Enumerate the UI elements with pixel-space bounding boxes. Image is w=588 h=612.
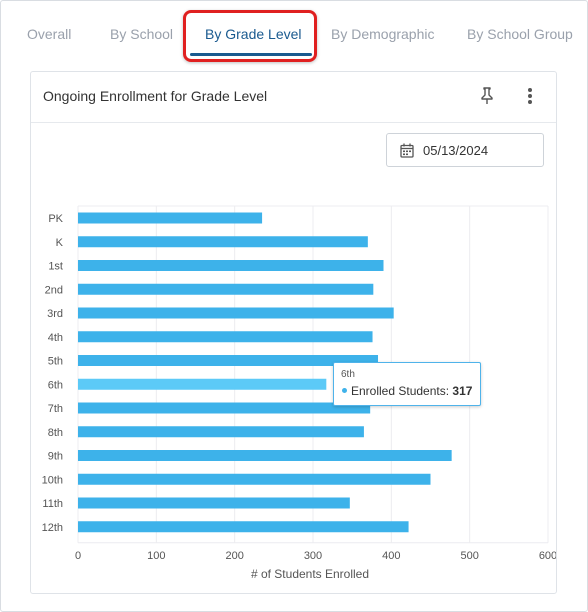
bar-11th: [78, 497, 350, 509]
category-label: 1st: [48, 261, 63, 273]
category-label: 6th: [48, 379, 63, 391]
tab-bar: Overall By School By Grade Level By Demo…: [0, 0, 588, 62]
tab-by-grade-level[interactable]: By Grade Level: [205, 26, 302, 42]
annotation-highlight-box: [183, 10, 317, 62]
x-tick-label: 200: [225, 550, 243, 562]
active-tab-indicator: [190, 53, 312, 56]
bar-2nd: [78, 283, 374, 295]
bar-3rd: [78, 307, 394, 319]
category-label: 4th: [48, 332, 63, 344]
x-tick-label: 0: [75, 550, 81, 562]
category-label: 11th: [42, 498, 63, 510]
category-label: 9th: [48, 451, 63, 463]
bar-k: [78, 236, 368, 248]
bar-6th: [78, 378, 327, 390]
chart-tooltip: 6th Enrolled Students: 317: [333, 362, 481, 406]
bar-4th: [78, 331, 373, 343]
bar-pk: [78, 212, 263, 224]
tooltip-series: Enrolled Students: 317: [351, 384, 472, 398]
enrollment-card: Ongoing Enrollment for Grade Level: [30, 71, 557, 594]
date-picker-field[interactable]: 05/13/2024: [386, 133, 544, 167]
card-title: Ongoing Enrollment for Grade Level: [43, 88, 268, 104]
tab-by-demographic[interactable]: By Demographic: [331, 26, 435, 42]
category-label: 12th: [42, 522, 63, 534]
date-value: 05/13/2024: [423, 143, 489, 158]
category-label: 10th: [42, 474, 63, 486]
tooltip-series-label: Enrolled Students:: [351, 384, 450, 398]
pin-icon[interactable]: [478, 86, 496, 106]
bar-8th: [78, 426, 364, 438]
card-header: Ongoing Enrollment for Grade Level: [31, 72, 556, 123]
tab-overall[interactable]: Overall: [27, 26, 72, 42]
tooltip-value: 317: [452, 384, 473, 398]
category-label: 8th: [48, 427, 63, 439]
more-vertical-icon[interactable]: [525, 86, 535, 106]
bar-5th: [78, 355, 379, 366]
tab-by-school[interactable]: By School: [110, 26, 174, 42]
bar-9th: [78, 450, 452, 461]
category-label: PK: [48, 213, 63, 225]
tooltip-category: 6th: [341, 369, 355, 380]
bar-1st: [78, 260, 384, 271]
enrollment-bar-chart: PK K 1st 2nd 3rd 4th 5th 6th 7th 8th 9th 10th 11th 12…: [42, 205, 556, 581]
calendar-icon: [400, 143, 414, 158]
category-label: 7th: [48, 403, 63, 415]
bar-12th: [78, 521, 409, 533]
bar-10th: [78, 473, 431, 485]
bar-7th: [78, 402, 371, 414]
category-label: 3rd: [47, 308, 63, 320]
x-tick-label: 100: [147, 550, 165, 562]
tab-by-school-group[interactable]: By School Group: [467, 26, 573, 42]
category-label: K: [56, 237, 64, 249]
x-tick-label: 300: [304, 550, 322, 562]
x-tick-label: 600: [539, 550, 556, 562]
x-tick-label: 400: [382, 550, 400, 562]
category-label: 2nd: [45, 284, 63, 296]
x-axis-label: # of Students Enrolled: [251, 567, 369, 581]
category-label: 5th: [48, 356, 63, 368]
x-tick-label: 500: [460, 550, 478, 562]
tooltip-series-dot: [342, 388, 347, 393]
